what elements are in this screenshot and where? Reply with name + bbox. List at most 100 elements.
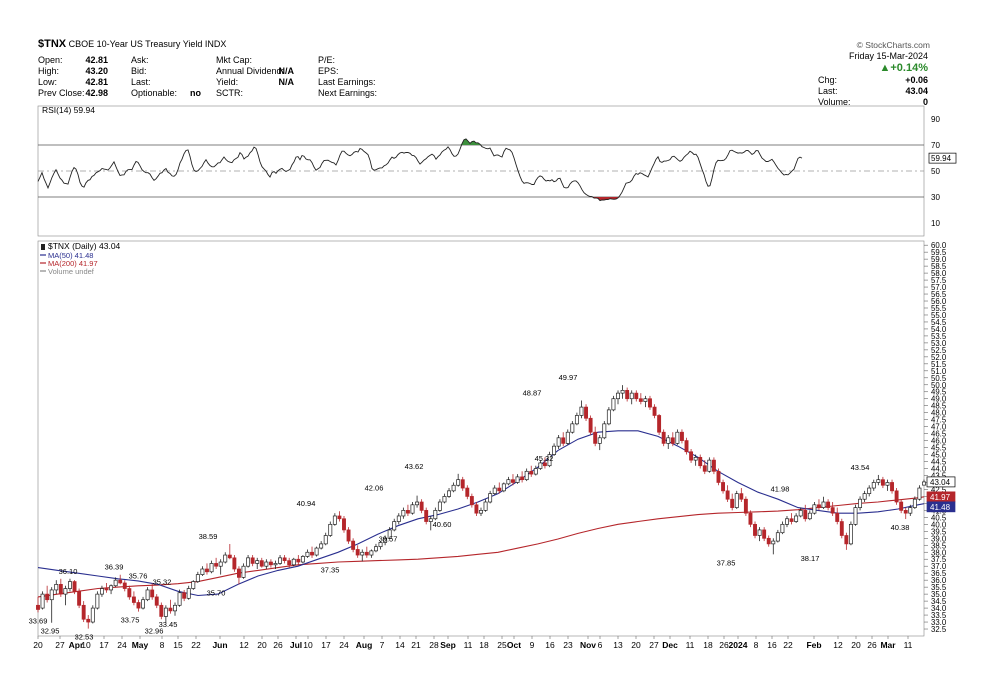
candle-body	[789, 518, 794, 522]
candle-body	[291, 558, 296, 566]
price-annotation: 40.94	[297, 499, 316, 508]
x-tick-label: 14	[395, 640, 405, 650]
candle-body	[716, 470, 721, 483]
rsi-last-tag	[928, 152, 957, 164]
candle-body	[268, 561, 273, 566]
volume-value: 0	[922, 97, 928, 107]
candle-body	[711, 459, 716, 472]
legend-candle-icon	[41, 244, 45, 250]
candle-body	[556, 437, 561, 447]
chart-title: $TNX CBOE 10-Year US Treasury Yield INDX	[38, 38, 226, 50]
x-tick-label: 17	[99, 640, 109, 650]
price-tick-label: 43.5	[931, 471, 947, 480]
candle-body	[844, 535, 849, 545]
candle-body	[794, 515, 799, 522]
x-tick-label: 16	[767, 640, 777, 650]
candle-body	[163, 607, 168, 617]
candle-body	[616, 392, 620, 400]
candle-body	[456, 479, 461, 486]
candle-body	[451, 484, 456, 492]
candle-body	[629, 392, 634, 400]
x-tick-label: 20	[631, 640, 641, 650]
quote-row-sctr: SCTR:	[216, 88, 243, 98]
price-annotation: 48.87	[523, 389, 542, 398]
candle-body	[812, 504, 817, 514]
candle-body	[122, 582, 127, 589]
candle-body	[570, 423, 575, 433]
candle-body	[675, 431, 680, 444]
candle-body	[620, 389, 625, 394]
price-annotation: 40.60	[433, 520, 452, 529]
x-tick-label: 11	[686, 640, 695, 650]
candle-body	[542, 462, 547, 467]
price-annotation: 42.06	[365, 484, 384, 493]
price-tick-label: 59.0	[931, 255, 947, 264]
candle-body	[698, 456, 703, 467]
candle-body	[693, 456, 698, 461]
price-tick-label: 58.5	[931, 262, 947, 271]
quote-row-last: Last:	[131, 77, 151, 87]
price-tick-label: 48.5	[931, 402, 947, 411]
price-annotation: 37.35	[321, 565, 340, 574]
candle-body	[469, 496, 474, 506]
x-tick-label: 18	[703, 640, 713, 650]
candle-body	[328, 523, 333, 536]
candle-body	[917, 487, 922, 500]
price-tick-label: 40.0	[931, 520, 947, 529]
candle-body	[725, 490, 730, 500]
x-tick-label: 22	[783, 640, 793, 650]
candle-body	[195, 574, 200, 582]
x-tick-label: 26	[867, 640, 877, 650]
x-tick-label: Oct	[507, 640, 521, 650]
candle-body	[383, 537, 388, 543]
price-tick-label: 45.0	[931, 451, 947, 460]
candle-body	[159, 604, 164, 617]
candle-body	[36, 604, 40, 610]
candle-body	[342, 518, 346, 531]
price-tag-label: 43.04	[930, 478, 951, 487]
price-annotation: 35.32	[153, 578, 172, 587]
price-tick-label: 47.5	[931, 416, 947, 425]
candle-body	[63, 588, 68, 595]
candle-body	[762, 529, 767, 539]
x-tick-label: 11	[904, 640, 913, 650]
candle-body	[707, 459, 712, 472]
price-tag-label: 41.97	[930, 493, 951, 502]
candle-body	[743, 498, 748, 514]
x-tick-label: 18	[479, 640, 489, 650]
candle-body	[250, 557, 255, 564]
price-tick-label: 59.5	[931, 248, 947, 257]
price-annotation: 37.85	[717, 558, 736, 567]
candle-body	[533, 468, 538, 475]
candle-body	[401, 510, 406, 517]
candle-body	[903, 510, 908, 514]
quote-date: Friday 15-Mar-2024	[848, 51, 928, 61]
quote-row-mkt-cap: Mkt Cap:	[216, 55, 253, 65]
candle-body	[826, 501, 831, 508]
x-tick-label: Aug	[356, 640, 373, 650]
candle-body	[300, 556, 305, 563]
candle-body	[90, 607, 95, 623]
candle-body	[351, 540, 356, 550]
candle-body	[775, 532, 780, 542]
price-annotation: 33.45	[159, 620, 178, 629]
candle-body	[634, 392, 639, 400]
candle-body	[387, 529, 392, 539]
candle-body	[99, 588, 104, 595]
candle-body	[218, 561, 223, 567]
rsi-tick-label: 30	[931, 193, 940, 202]
x-tick-label: 10	[303, 640, 313, 650]
price-tick-label: 37.5	[931, 555, 947, 564]
price-tick-label: 52.5	[931, 346, 947, 355]
candle-body	[771, 540, 776, 545]
candle-body	[529, 470, 534, 475]
candle-body	[748, 512, 753, 525]
candle-body	[209, 563, 214, 573]
candle-body	[424, 510, 429, 522]
candle-body	[154, 596, 159, 606]
candle-body	[479, 510, 483, 514]
candle-body	[625, 389, 630, 400]
candle-body	[661, 431, 666, 444]
candle-body	[282, 557, 287, 561]
